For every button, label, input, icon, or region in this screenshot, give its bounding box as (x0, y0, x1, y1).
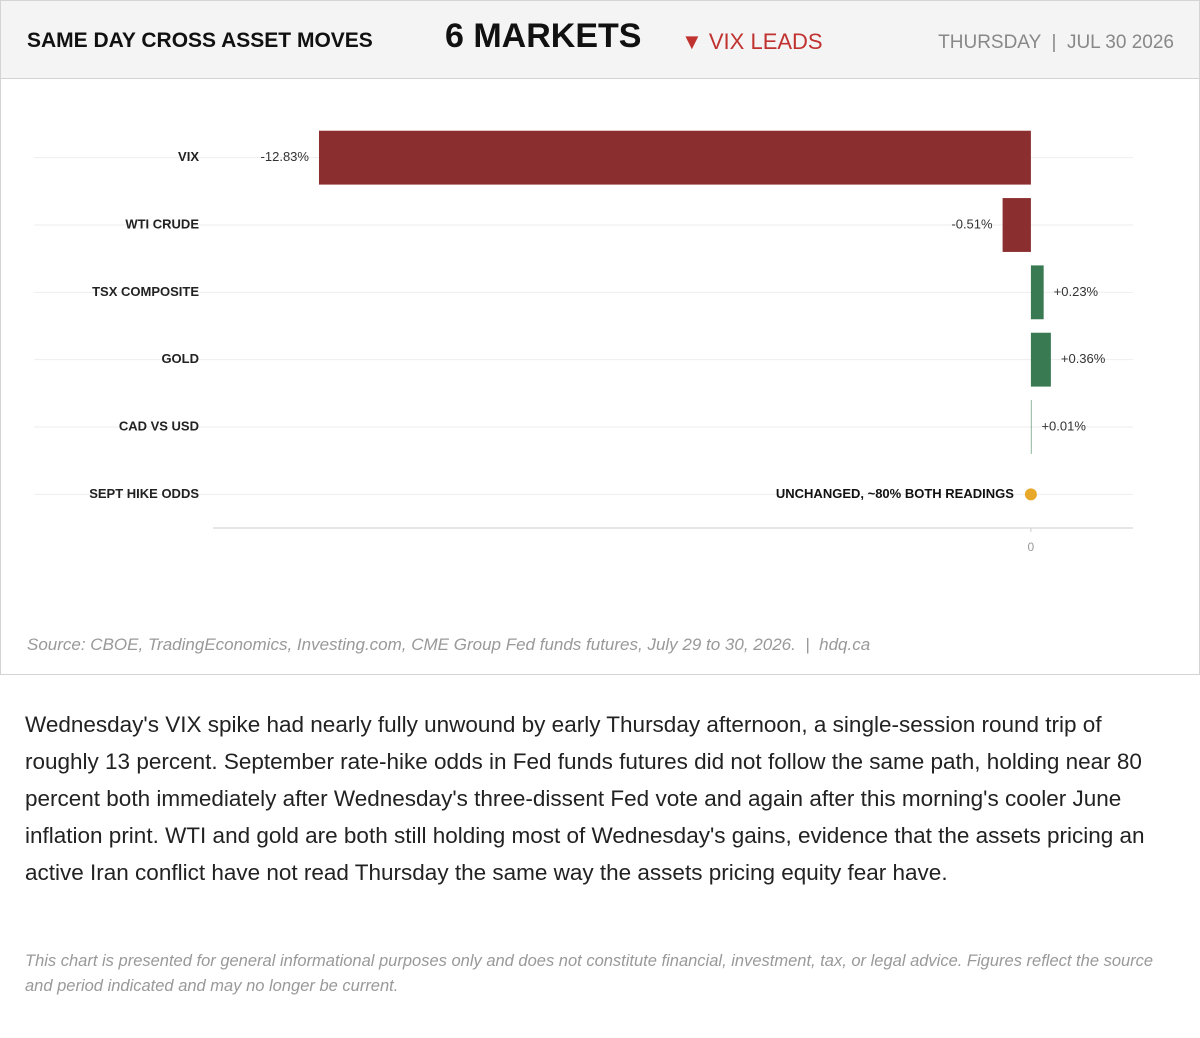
y-tick-label: GOLD (161, 351, 199, 366)
header-date: THURSDAY | JUL 30 2026 (938, 32, 1174, 53)
header-title: SAME DAY CROSS ASSET MOVES (27, 29, 373, 52)
y-tick-label: WTI CRUDE (125, 216, 199, 231)
bar (1030, 265, 1044, 320)
y-tick-label: SEPT HIKE ODDS (89, 486, 199, 501)
bar (1030, 332, 1051, 387)
y-tick-label: CAD VS USD (119, 418, 199, 433)
value-label: -0.51% (951, 216, 993, 231)
header: SAME DAY CROSS ASSET MOVES 6 MARKETS ▼ V… (0, 0, 1200, 79)
chart: 0 VIX -12.83% WTI CRUDE -0.51% TSX COMPOSITE +… (34, 130, 1133, 554)
bar (318, 130, 1031, 185)
bar (1030, 400, 1032, 454)
value-label: +0.36% (1061, 351, 1106, 366)
header-lead: ▼ VIX LEADS (681, 29, 823, 54)
y-tick-label: TSX COMPOSITE (92, 284, 199, 299)
header-count: 6 MARKETS (445, 17, 642, 55)
source: Source: CBOE, TradingEconomics, Investin… (27, 635, 871, 654)
disclaimer: This chart is presented for general info… (25, 952, 1154, 995)
value-label: +0.01% (1041, 418, 1086, 433)
unchanged-dot (1024, 488, 1037, 501)
value-label: UNCHANGED, ~80% BOTH READINGS (776, 486, 1014, 501)
body-text: Wednesday's VIX spike had nearly fully u… (25, 712, 1145, 885)
value-label: +0.23% (1054, 284, 1099, 299)
x-tick-label: 0 (1028, 540, 1035, 554)
value-label: -12.83% (261, 149, 310, 164)
chart-box: 0 VIX -12.83% WTI CRUDE -0.51% TSX COMPOSITE +… (0, 78, 1200, 675)
y-tick-label: VIX (178, 149, 199, 164)
bar (1002, 198, 1031, 252)
